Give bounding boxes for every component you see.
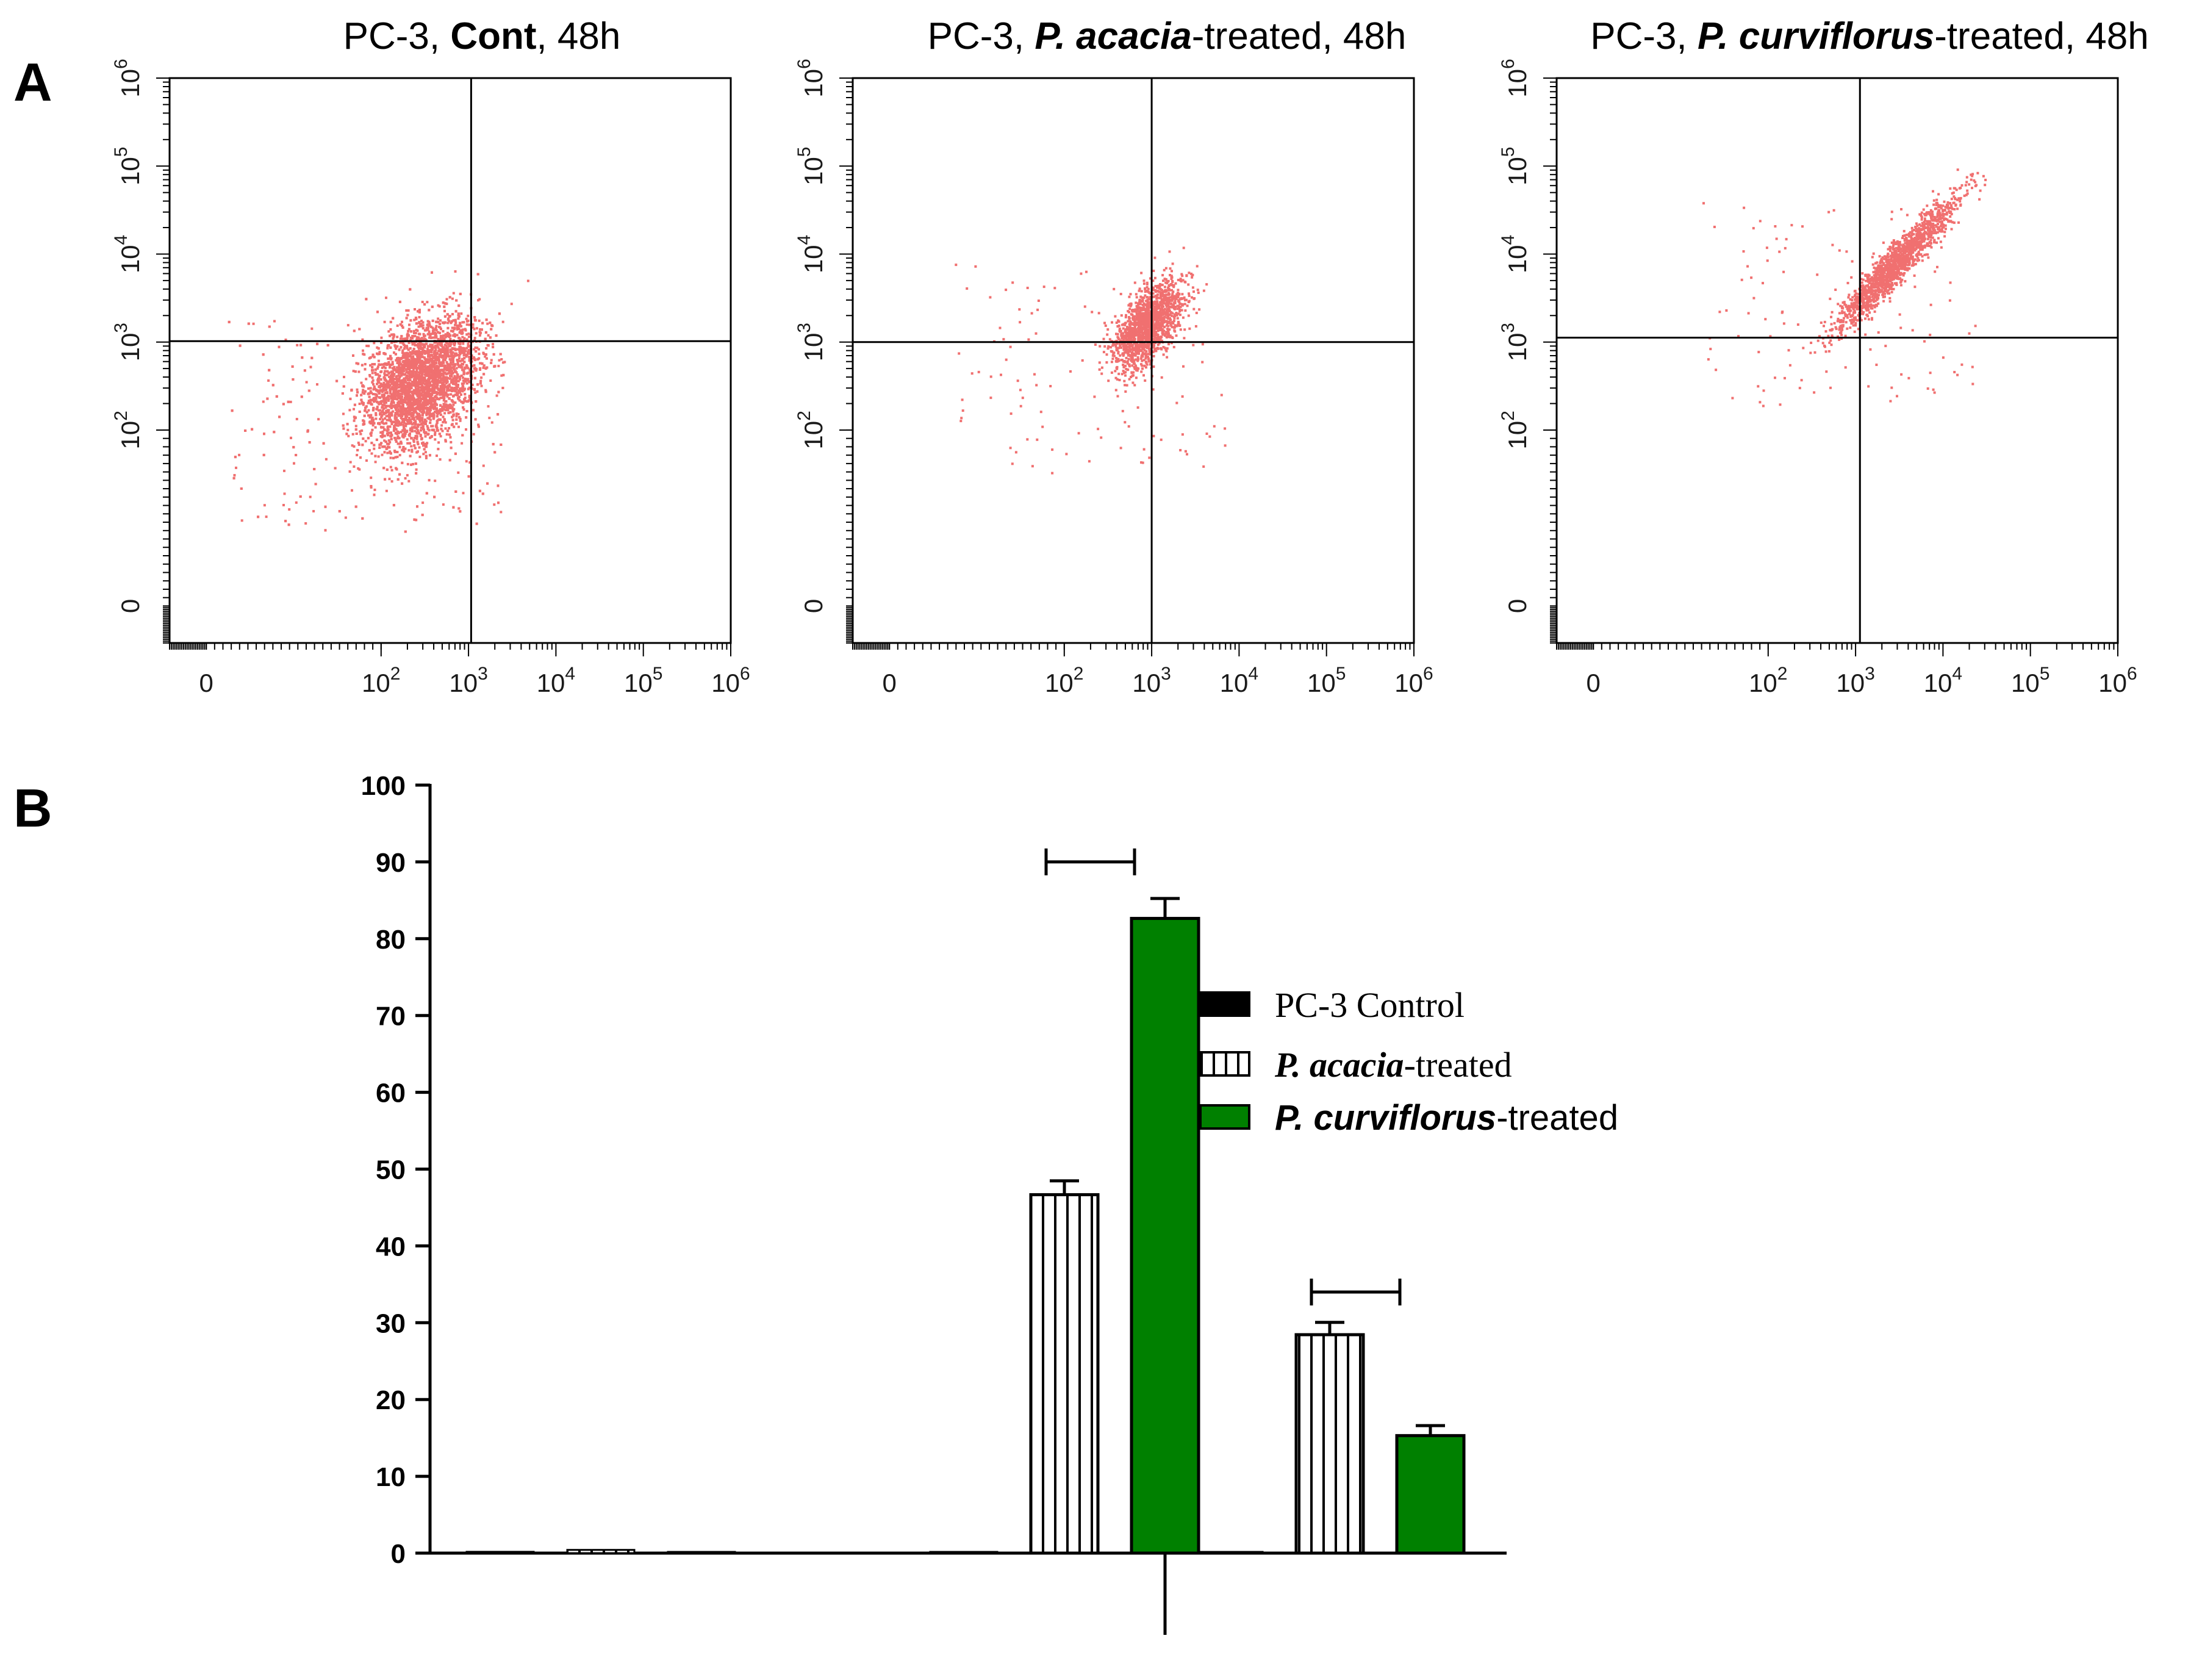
bar xyxy=(1294,1333,1365,1555)
bar xyxy=(1194,1551,1264,1554)
y-tick-label: 90 xyxy=(376,848,406,878)
plot-frame xyxy=(852,77,1415,644)
legend-label: P. acacia-treated xyxy=(1274,1045,1512,1085)
scatter-title: PC-3, P. acacia-treated, 48h xyxy=(928,15,1407,57)
y-tick-label: 0 xyxy=(1503,599,1532,613)
y-axis-ticks xyxy=(839,77,853,644)
panel-b-bar-chart: 0 10 20 30 40 50 60 70 80 90 100 PC-3 Control P. aca… xyxy=(361,771,1618,1635)
x-tick-label: 104 xyxy=(1924,664,1962,697)
y-tick-label: 103 xyxy=(794,323,828,361)
x-tick-label: 0 xyxy=(199,669,213,697)
legend-swatch xyxy=(1199,1104,1250,1130)
x-axis-ticks xyxy=(852,643,1415,656)
panel-a-label: A xyxy=(13,52,52,112)
y-tick-label: 0 xyxy=(799,599,828,613)
y-tick-label: 103 xyxy=(1498,323,1532,361)
scatter-points xyxy=(1702,168,1987,407)
plot-frame xyxy=(1555,77,2119,644)
scatter-points xyxy=(228,270,529,533)
y-tick-label: 0 xyxy=(391,1539,406,1569)
x-tick-label: 102 xyxy=(1749,664,1787,697)
x-tick-label: 103 xyxy=(1836,664,1874,697)
x-tick-label: 103 xyxy=(1132,664,1171,697)
x-tick-label: 102 xyxy=(362,664,400,697)
y-tick-label: 40 xyxy=(376,1232,406,1262)
y-tick-label: 103 xyxy=(111,323,145,361)
x-tick-label: 106 xyxy=(2098,664,2137,697)
y-tick-label: 104 xyxy=(111,235,145,273)
x-tick-label: 103 xyxy=(449,664,487,697)
scatter-plot-1: PC-3, Cont, 48h 0 0 102 102 103 103 104 104 105 10… xyxy=(111,15,750,697)
legend-label: PC-3 Control xyxy=(1275,985,1465,1025)
x-axis-ticks xyxy=(1556,643,2118,656)
bar xyxy=(1395,1434,1466,1555)
x-tick-label: 105 xyxy=(2011,664,2049,697)
y-tick-label: 106 xyxy=(1498,59,1532,97)
panel-b-label: B xyxy=(13,778,52,838)
x-axis-ticks xyxy=(169,643,731,656)
y-tick-label: 30 xyxy=(376,1308,406,1338)
scatter-plot-2: PC-3, P. acacia-treated, 48h 0 0 102 102 103 1… xyxy=(794,15,1433,697)
bar xyxy=(1130,917,1200,1555)
x-tick-label: 105 xyxy=(624,664,662,697)
bar xyxy=(1029,1193,1100,1555)
legend-label: P. curviflorus-treated xyxy=(1275,1098,1618,1138)
x-tick-label: 104 xyxy=(1220,664,1258,697)
y-tick-label: 102 xyxy=(794,411,828,449)
y-tick-label: 50 xyxy=(376,1155,406,1185)
y-axis-ticks xyxy=(156,77,170,644)
y-tick-label: 105 xyxy=(794,147,828,185)
scatter-points xyxy=(955,246,1227,475)
y-axis-ticks xyxy=(1543,77,1557,644)
bar xyxy=(929,1551,999,1554)
y-tick-label: 106 xyxy=(794,59,828,97)
y-tick-label: 20 xyxy=(376,1385,406,1415)
x-tick-label: 104 xyxy=(537,664,575,697)
x-tick-label: 106 xyxy=(711,664,750,697)
bar xyxy=(465,1551,535,1554)
scatter-title: PC-3, P. curviflorus-treated, 48h xyxy=(1590,15,2149,57)
y-tick-label: 102 xyxy=(111,411,145,449)
y-tick-label: 104 xyxy=(794,235,828,273)
x-tick-label: 0 xyxy=(883,669,897,697)
legend-swatch xyxy=(1199,991,1250,1017)
y-tick-label: 105 xyxy=(1498,147,1532,185)
y-tick-label: 100 xyxy=(361,771,406,801)
legend-swatch xyxy=(1199,1051,1250,1077)
y-tick-label: 102 xyxy=(1498,411,1532,449)
plot-frame xyxy=(168,77,732,644)
y-tick-label: 106 xyxy=(111,59,145,97)
x-tick-label: 102 xyxy=(1045,664,1083,697)
x-tick-label: 0 xyxy=(1587,669,1601,697)
y-tick-label: 10 xyxy=(376,1462,406,1492)
y-tick-label: 0 xyxy=(116,599,145,613)
bar xyxy=(566,1549,636,1554)
bar xyxy=(667,1551,736,1554)
scatter-plot-3: PC-3, P. curviflorus-treated, 48h 0 0 102 10… xyxy=(1498,15,2149,697)
y-tick-label: 104 xyxy=(1498,235,1532,273)
y-tick-label: 80 xyxy=(376,925,406,955)
y-tick-label: 105 xyxy=(111,147,145,185)
scatter-title: PC-3, Cont, 48h xyxy=(343,15,621,57)
x-tick-label: 106 xyxy=(1394,664,1433,697)
x-tick-label: 105 xyxy=(1307,664,1346,697)
panel-a-flow-cytometry: PC-3, Cont, 48h 0 0 102 102 103 103 104 104 105 10… xyxy=(111,15,2149,697)
y-tick-label: 70 xyxy=(376,1002,406,1032)
y-tick-label: 60 xyxy=(376,1079,406,1108)
